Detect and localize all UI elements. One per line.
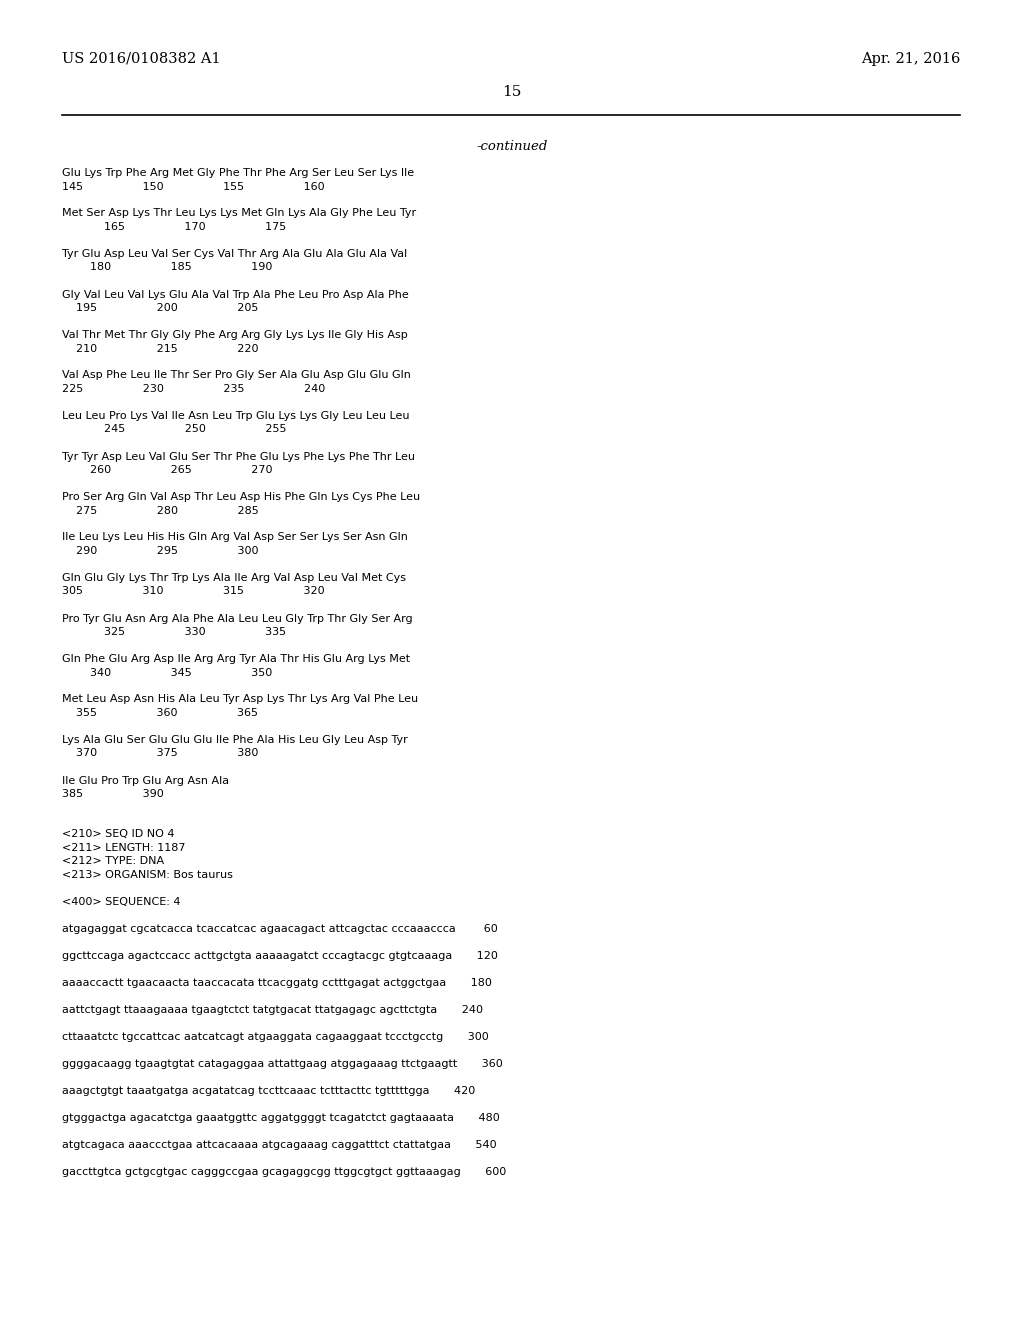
Text: 195                 200                 205: 195 200 205 — [62, 304, 258, 313]
Text: gaccttgtca gctgcgtgac cagggccgaa gcagaggcgg ttggcgtgct ggttaaagag       600: gaccttgtca gctgcgtgac cagggccgaa gcagagg… — [62, 1167, 506, 1177]
Text: aaaaccactt tgaacaacta taaccacata ttcacggatg cctttgagat actggctgaa       180: aaaaccactt tgaacaacta taaccacata ttcacgg… — [62, 978, 492, 987]
Text: Met Ser Asp Lys Thr Leu Lys Lys Met Gln Lys Ala Gly Phe Leu Tyr: Met Ser Asp Lys Thr Leu Lys Lys Met Gln … — [62, 209, 416, 219]
Text: <212> TYPE: DNA: <212> TYPE: DNA — [62, 857, 164, 866]
Text: 355                 360                 365: 355 360 365 — [62, 708, 258, 718]
Text: 370                 375                 380: 370 375 380 — [62, 748, 258, 759]
Text: <400> SEQUENCE: 4: <400> SEQUENCE: 4 — [62, 898, 180, 907]
Text: Tyr Tyr Asp Leu Val Glu Ser Thr Phe Glu Lys Phe Lys Phe Thr Leu: Tyr Tyr Asp Leu Val Glu Ser Thr Phe Glu … — [62, 451, 415, 462]
Text: Glu Lys Trp Phe Arg Met Gly Phe Thr Phe Arg Ser Leu Ser Lys Ile: Glu Lys Trp Phe Arg Met Gly Phe Thr Phe … — [62, 168, 414, 178]
Text: 180                 185                 190: 180 185 190 — [62, 263, 272, 272]
Text: Pro Ser Arg Gln Val Asp Thr Leu Asp His Phe Gln Lys Cys Phe Leu: Pro Ser Arg Gln Val Asp Thr Leu Asp His … — [62, 492, 420, 502]
Text: 165                 170                 175: 165 170 175 — [62, 222, 287, 232]
Text: 305                 310                 315                 320: 305 310 315 320 — [62, 586, 325, 597]
Text: 275                 280                 285: 275 280 285 — [62, 506, 259, 516]
Text: ggcttccaga agactccacc acttgctgta aaaaagatct cccagtacgc gtgtcaaaga       120: ggcttccaga agactccacc acttgctgta aaaaaga… — [62, 950, 498, 961]
Text: 225                 230                 235                 240: 225 230 235 240 — [62, 384, 326, 393]
Text: Gly Val Leu Val Lys Glu Ala Val Trp Ala Phe Leu Pro Asp Ala Phe: Gly Val Leu Val Lys Glu Ala Val Trp Ala … — [62, 289, 409, 300]
Text: Gln Phe Glu Arg Asp Ile Arg Arg Tyr Ala Thr His Glu Arg Lys Met: Gln Phe Glu Arg Asp Ile Arg Arg Tyr Ala … — [62, 653, 411, 664]
Text: Ile Glu Pro Trp Glu Arg Asn Ala: Ile Glu Pro Trp Glu Arg Asn Ala — [62, 776, 229, 785]
Text: 385                 390: 385 390 — [62, 789, 164, 799]
Text: ggggacaagg tgaagtgtat catagaggaa attattgaag atggagaaag ttctgaagtt       360: ggggacaagg tgaagtgtat catagaggaa attattg… — [62, 1059, 503, 1069]
Text: Apr. 21, 2016: Apr. 21, 2016 — [860, 51, 961, 66]
Text: 245                 250                 255: 245 250 255 — [62, 425, 287, 434]
Text: Met Leu Asp Asn His Ala Leu Tyr Asp Lys Thr Lys Arg Val Phe Leu: Met Leu Asp Asn His Ala Leu Tyr Asp Lys … — [62, 694, 418, 705]
Text: US 2016/0108382 A1: US 2016/0108382 A1 — [62, 51, 220, 66]
Text: Tyr Glu Asp Leu Val Ser Cys Val Thr Arg Ala Glu Ala Glu Ala Val: Tyr Glu Asp Leu Val Ser Cys Val Thr Arg … — [62, 249, 408, 259]
Text: -continued: -continued — [476, 140, 548, 153]
Text: gtgggactga agacatctga gaaatggttc aggatggggt tcagatctct gagtaaaata       480: gtgggactga agacatctga gaaatggttc aggatgg… — [62, 1113, 500, 1123]
Text: 210                 215                 220: 210 215 220 — [62, 343, 258, 354]
Text: Val Asp Phe Leu Ile Thr Ser Pro Gly Ser Ala Glu Asp Glu Glu Gln: Val Asp Phe Leu Ile Thr Ser Pro Gly Ser … — [62, 371, 411, 380]
Text: 260                 265                 270: 260 265 270 — [62, 465, 272, 475]
Text: <213> ORGANISM: Bos taurus: <213> ORGANISM: Bos taurus — [62, 870, 232, 880]
Text: cttaaatctc tgccattcac aatcatcagt atgaaggata cagaaggaat tccctgcctg       300: cttaaatctc tgccattcac aatcatcagt atgaagg… — [62, 1032, 488, 1041]
Text: atgagaggat cgcatcacca tcaccatcac agaacagact attcagctac cccaaaccca        60: atgagaggat cgcatcacca tcaccatcac agaacag… — [62, 924, 498, 935]
Text: atgtcagaca aaaccctgaa attcacaaaa atgcagaaag caggatttct ctattatgaa       540: atgtcagaca aaaccctgaa attcacaaaa atgcaga… — [62, 1140, 497, 1150]
Text: 325                 330                 335: 325 330 335 — [62, 627, 286, 638]
Text: 145                 150                 155                 160: 145 150 155 160 — [62, 181, 325, 191]
Text: Gln Glu Gly Lys Thr Trp Lys Ala Ile Arg Val Asp Leu Val Met Cys: Gln Glu Gly Lys Thr Trp Lys Ala Ile Arg … — [62, 573, 406, 583]
Text: <210> SEQ ID NO 4: <210> SEQ ID NO 4 — [62, 829, 174, 840]
Text: 340                 345                 350: 340 345 350 — [62, 668, 272, 677]
Text: 15: 15 — [503, 84, 521, 99]
Text: Val Thr Met Thr Gly Gly Phe Arg Arg Gly Lys Lys Ile Gly His Asp: Val Thr Met Thr Gly Gly Phe Arg Arg Gly … — [62, 330, 408, 341]
Text: aattctgagt ttaaagaaaa tgaagtctct tatgtgacat ttatgagagc agcttctgta       240: aattctgagt ttaaagaaaa tgaagtctct tatgtga… — [62, 1005, 483, 1015]
Text: aaagctgtgt taaatgatga acgatatcag tccttcaaac tctttacttc tgtttttgga       420: aaagctgtgt taaatgatga acgatatcag tccttca… — [62, 1086, 475, 1096]
Text: Pro Tyr Glu Asn Arg Ala Phe Ala Leu Leu Gly Trp Thr Gly Ser Arg: Pro Tyr Glu Asn Arg Ala Phe Ala Leu Leu … — [62, 614, 413, 623]
Text: Lys Ala Glu Ser Glu Glu Glu Ile Phe Ala His Leu Gly Leu Asp Tyr: Lys Ala Glu Ser Glu Glu Glu Ile Phe Ala … — [62, 735, 408, 744]
Text: Ile Leu Lys Leu His His Gln Arg Val Asp Ser Ser Lys Ser Asn Gln: Ile Leu Lys Leu His His Gln Arg Val Asp … — [62, 532, 408, 543]
Text: <211> LENGTH: 1187: <211> LENGTH: 1187 — [62, 843, 185, 853]
Text: Leu Leu Pro Lys Val Ile Asn Leu Trp Glu Lys Lys Gly Leu Leu Leu: Leu Leu Pro Lys Val Ile Asn Leu Trp Glu … — [62, 411, 410, 421]
Text: 290                 295                 300: 290 295 300 — [62, 546, 258, 556]
